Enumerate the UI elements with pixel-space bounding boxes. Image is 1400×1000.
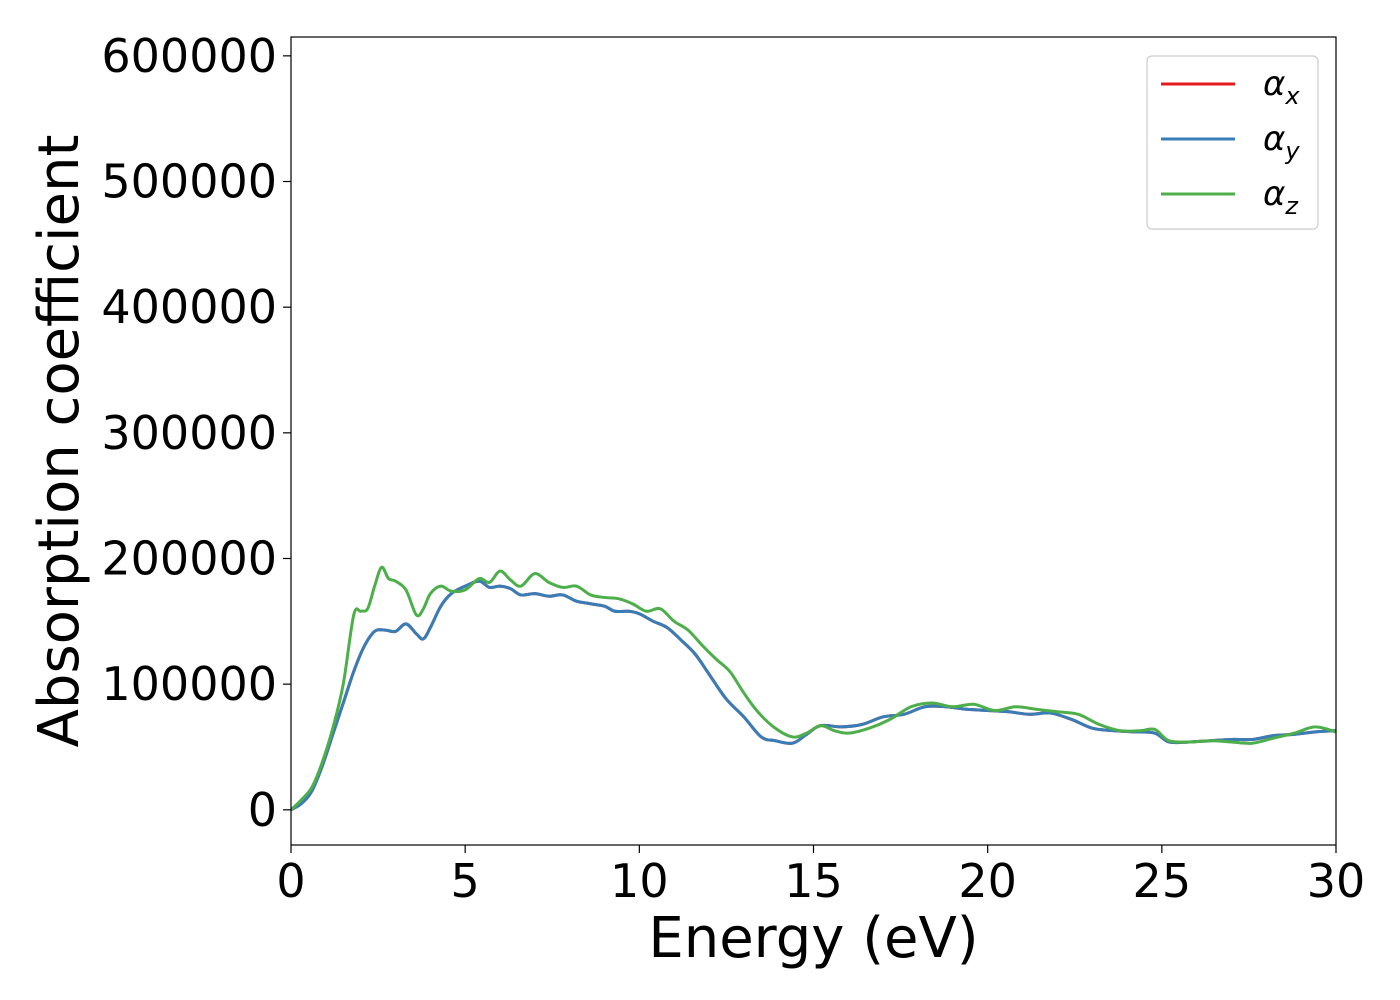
series-layer: [291, 565, 1336, 812]
x-tick-label: 25: [1133, 854, 1192, 908]
series-line-y: [291, 579, 1336, 812]
y-tick-label: 100000: [101, 657, 277, 711]
x-tick-label: 20: [958, 854, 1017, 908]
legend-label-z: αz: [1263, 174, 1299, 220]
x-axis-title: Energy (eV): [648, 906, 978, 971]
x-tick-label: 10: [610, 854, 669, 908]
legend-label-y: αy: [1263, 119, 1300, 165]
y-tick-label: 600000: [101, 29, 277, 83]
y-tick-label: 500000: [101, 155, 277, 209]
y-tick-label: 400000: [101, 280, 277, 334]
legend: αx αy αz: [1146, 55, 1319, 230]
x-tick-label: 0: [276, 854, 305, 908]
x-tick-label: 5: [451, 854, 480, 908]
x-tick-label: 15: [784, 854, 843, 908]
y-tick-label: 200000: [101, 531, 277, 585]
y-tick-label: 300000: [101, 406, 277, 460]
x-axis-ticks: 0 5 10 15 20 25 30: [276, 845, 1365, 908]
legend-box: [1146, 55, 1319, 230]
y-axis-ticks: 0 100000 200000 300000 400000 500000 600000: [101, 29, 291, 837]
series-line-z: [291, 565, 1336, 812]
y-axis-title: Absorption coefficient: [27, 135, 92, 748]
y-tick-label: 0: [248, 783, 277, 837]
x-tick-label: 30: [1307, 854, 1366, 908]
legend-label-x: αx: [1263, 64, 1300, 110]
